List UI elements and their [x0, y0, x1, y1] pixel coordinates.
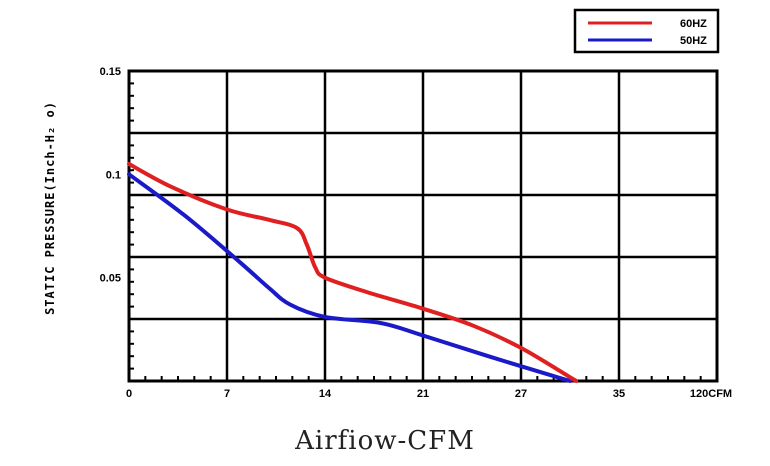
- x-tick-label: 7: [224, 388, 230, 400]
- legend-label-60hz: 60HZ: [680, 18, 707, 30]
- y-tick-labels: 0.15 0.1 0.05: [100, 66, 121, 285]
- x-tick-label: 21: [417, 388, 429, 400]
- y-tick-label: 0.1: [106, 169, 121, 181]
- x-axis-label: Airfiow-CFM: [295, 426, 475, 456]
- series-layer: [127, 162, 579, 383]
- plot-frame: [127, 69, 719, 383]
- grid-lines: [129, 71, 717, 381]
- y-axis-label: STATIC PRESSURE(Inch-H₂ o): [43, 101, 57, 315]
- y-tick-label: 0.15: [100, 66, 121, 78]
- x-tick-labels: 0 7 14 21 27 35 120CFM: [126, 388, 732, 400]
- x-tick-label: 0: [126, 388, 132, 400]
- legend-label-50hz: 50HZ: [680, 35, 707, 47]
- legend: 60HZ 50HZ: [573, 8, 720, 54]
- x-tick-label: 35: [613, 388, 625, 400]
- y-tick-label: 0.05: [100, 273, 121, 285]
- series-line-50hz: [127, 172, 572, 383]
- x-tick-label: 120CFM: [690, 388, 732, 400]
- legend-box: [573, 8, 720, 54]
- x-tick-label: 14: [319, 388, 332, 400]
- series-line-60hz: [127, 162, 579, 383]
- x-tick-label: 27: [515, 388, 527, 400]
- minor-ticks: [129, 82, 702, 381]
